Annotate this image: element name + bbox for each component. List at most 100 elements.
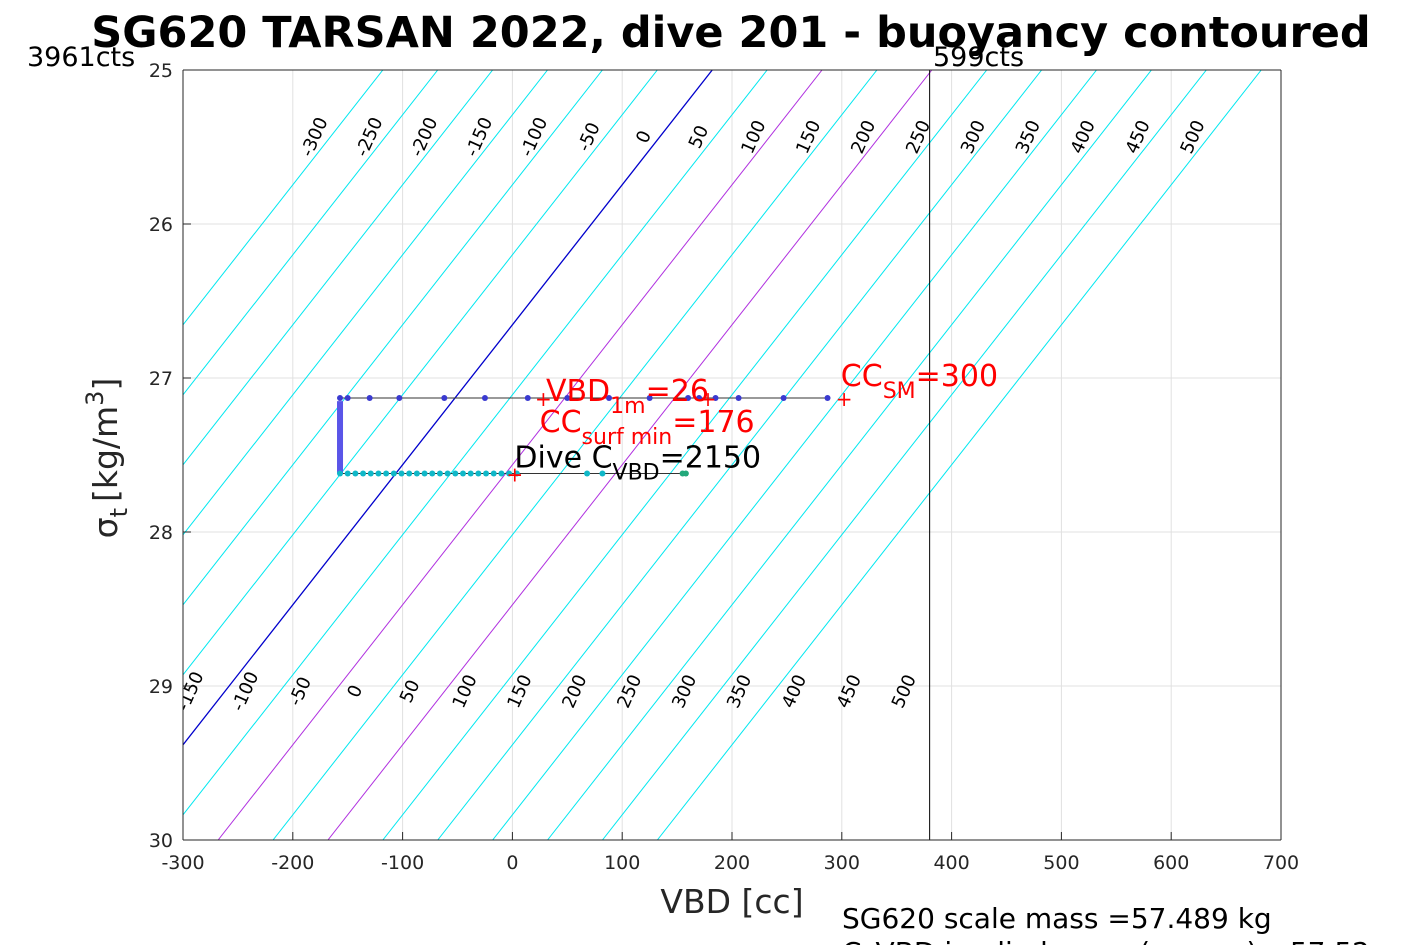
upper-track-point	[366, 395, 373, 402]
contour-line	[183, 70, 439, 396]
lower-track-point	[682, 470, 689, 477]
marker-label: VBD1m=26	[546, 374, 709, 419]
marker-label: Dive CVBD=2150	[514, 440, 761, 485]
marker-label-sub: surf min	[582, 425, 673, 450]
buoyancy-contours: -300 -250 -200 -150 -100 -50 0 50 100 150 200 250 30…	[183, 70, 1262, 840]
upper-track-point	[824, 395, 831, 402]
lower-track-point	[498, 470, 505, 477]
contour-line	[492, 70, 1097, 840]
contour-line	[547, 70, 1152, 840]
lower-track-point	[360, 470, 367, 477]
y-label-symbol: σ	[86, 517, 125, 538]
x-tick-label: -200	[271, 852, 314, 874]
x-tick-label: -300	[161, 852, 204, 874]
x-tick-label: -100	[381, 852, 424, 874]
lower-track-point	[413, 470, 420, 477]
upper-track-point	[481, 395, 488, 402]
y-tick-label: 25	[149, 60, 173, 82]
x-tick-label: 300	[824, 852, 860, 874]
y-tick-label: 30	[149, 830, 173, 852]
lower-track-point	[513, 470, 520, 477]
lower-track-point	[375, 470, 382, 477]
lower-track-point	[429, 470, 436, 477]
upper-track-point	[735, 395, 742, 402]
lower-track-point	[406, 470, 413, 477]
upper-track-point	[344, 395, 351, 402]
upper-track-point	[524, 395, 531, 402]
limit-label-left: 3961cts	[27, 42, 135, 73]
marker-label-sub: VBD	[613, 460, 660, 485]
upper-track-point	[396, 395, 403, 402]
marker-label-main: VBD	[546, 374, 610, 409]
marker-label-sub: 1m	[610, 394, 645, 419]
contour-line	[183, 70, 603, 606]
y-tick-label: 28	[149, 522, 173, 544]
contour-line	[272, 70, 878, 840]
y-label-close: ]	[86, 378, 125, 391]
lower-track-point	[452, 470, 459, 477]
lower-track-point	[444, 470, 451, 477]
contour-line	[183, 70, 713, 746]
lower-track-point	[390, 470, 397, 477]
upper-track-point	[780, 395, 787, 402]
dive-tracks	[337, 395, 831, 477]
axes: -300 -200 -100 0 100 200 300 400 500 600 700 25 26 27…	[149, 60, 1299, 874]
y-tick-label: 26	[149, 214, 173, 236]
lower-track-point	[436, 470, 443, 477]
footer-implied-mass: C_VBD implied mass (approx) =57.52	[842, 936, 1370, 945]
upper-track-point	[685, 395, 692, 402]
x-tick-label: 0	[506, 852, 518, 874]
x-axis-label: VBD [cc]	[660, 882, 803, 921]
lower-track-point	[459, 470, 466, 477]
y-tick-label: 29	[149, 676, 173, 698]
upper-track-point	[646, 395, 653, 402]
marker-label-main: CC	[540, 405, 582, 440]
marker-label-value: =26	[646, 374, 709, 409]
marker-plus: +	[535, 387, 552, 411]
x-tick-label: 500	[1043, 852, 1079, 874]
lower-track-point	[506, 470, 513, 477]
limit-label-right: 599cts	[933, 42, 1024, 73]
contour-line	[183, 70, 548, 536]
y-axis-label: σt [kg/m3]	[81, 378, 133, 539]
lower-track-point	[490, 470, 497, 477]
upper-track-point	[441, 395, 448, 402]
marker-plus: +	[506, 462, 523, 486]
lower-track-point	[383, 470, 390, 477]
upper-track-point	[712, 395, 719, 402]
y-tick-label: 27	[149, 368, 173, 390]
upper-track-point	[337, 395, 344, 402]
marker-label: CCsurf min=176	[540, 405, 755, 450]
contour-line	[217, 70, 823, 840]
lower-track-point	[344, 470, 351, 477]
x-tick-label: 100	[604, 852, 640, 874]
lower-track-point	[483, 470, 490, 477]
marker-plus: +	[700, 387, 717, 411]
x-tick-label: 200	[714, 852, 750, 874]
marker-label-value: =2150	[660, 440, 761, 475]
contour-line	[183, 70, 658, 676]
lower-track-point	[337, 470, 344, 477]
x-tick-label: 700	[1263, 852, 1299, 874]
footer-scale-mass: SG620 scale mass =57.489 kg	[842, 902, 1272, 935]
contour-line	[327, 70, 933, 840]
lower-track-point	[599, 470, 606, 477]
marker-label-sub: SM	[883, 379, 916, 404]
svg-text:σt[kg/m3]: σt [kg/m3]	[81, 378, 133, 539]
upper-track-point	[696, 395, 703, 402]
lower-track-point	[398, 470, 405, 477]
lower-track-point	[467, 470, 474, 477]
y-label-exponent: 3	[81, 391, 109, 406]
contour-line	[183, 70, 768, 816]
x-tick-label: 400	[933, 852, 969, 874]
lower-track-point	[584, 470, 591, 477]
lower-track-point	[352, 470, 359, 477]
annotations: +VBD1m=26 +CCSM=300+CCsurf min=176+Dive C…	[506, 359, 998, 486]
marker-label-main: Dive C	[514, 440, 612, 475]
marker-label-value: =176	[672, 405, 754, 440]
contour-line	[656, 70, 1262, 840]
marker-label-main: CC	[841, 359, 883, 394]
upper-track-point	[564, 395, 571, 402]
contour-line	[183, 70, 494, 466]
